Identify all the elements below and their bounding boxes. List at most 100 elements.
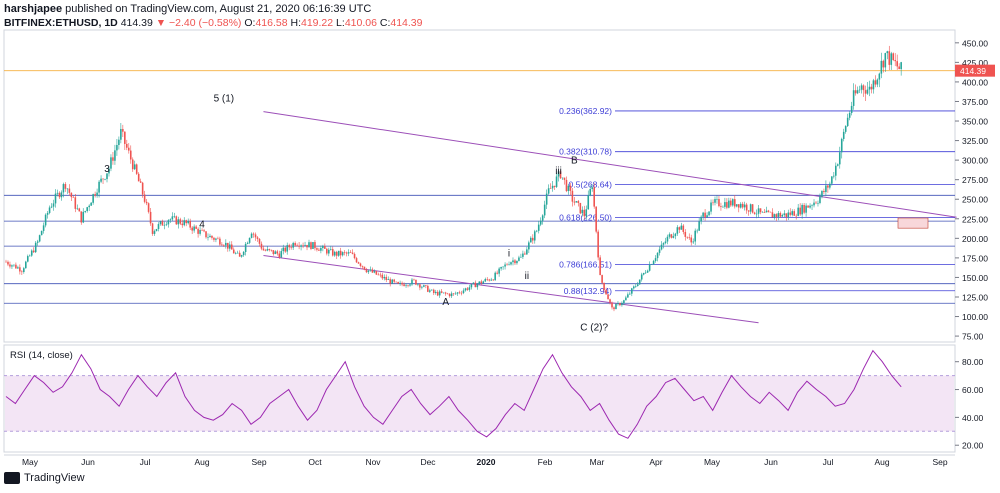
candle-body [835, 165, 837, 176]
candle-body [389, 279, 392, 284]
x-tick-label: Feb [538, 457, 553, 467]
candle-body [460, 292, 463, 294]
y-tick-label: 150.00 [962, 273, 988, 283]
x-tick-label: Apr [649, 457, 662, 467]
candle-body [373, 271, 376, 273]
candle-body [619, 303, 621, 306]
candle-body [86, 207, 88, 212]
candle-body [44, 214, 47, 226]
candle-body [884, 53, 887, 68]
candle-body [632, 286, 635, 289]
candle-body [547, 188, 550, 194]
high-value: 419.22 [301, 17, 334, 29]
rsi-pane [3, 344, 956, 453]
candle-body [472, 282, 475, 284]
candle-body [561, 177, 564, 179]
candle-body [684, 231, 687, 237]
candle-body [225, 242, 227, 246]
candle-body [480, 281, 483, 284]
candle-body [650, 264, 653, 266]
candle-body [549, 188, 552, 189]
candle-body [543, 204, 546, 216]
candle-body [167, 220, 170, 225]
candle-body [429, 290, 431, 292]
candle-body [490, 279, 493, 281]
candle-body [147, 203, 150, 212]
rsi-y-tick-label: 20.00 [962, 441, 984, 451]
candle-body [278, 253, 281, 258]
candle-body [539, 220, 542, 225]
x-tick-label: May [22, 457, 39, 467]
candle-body [361, 265, 364, 267]
candle-body [252, 233, 255, 235]
candle-body [640, 274, 643, 280]
candle-body [379, 274, 382, 276]
open-label: O: [244, 17, 256, 29]
candle-body [116, 145, 118, 151]
candle-body [213, 237, 215, 240]
candle-body [58, 192, 61, 198]
candle-body [236, 252, 239, 254]
candle-body [751, 204, 754, 213]
candle-body [601, 275, 603, 283]
candle-body [228, 244, 231, 249]
candle-body [38, 235, 41, 242]
candle-body [860, 85, 863, 90]
candle-body [840, 138, 843, 153]
candle-body [696, 230, 698, 232]
candle-body [179, 219, 182, 224]
candle-body [807, 205, 809, 208]
candle-body [355, 258, 358, 263]
candle-body [894, 60, 897, 62]
last-price-badge-label: 414.39 [960, 66, 986, 76]
fib-level-label: 0.618(226.50) [559, 213, 612, 223]
candle-body [286, 245, 289, 252]
candle-body [64, 184, 67, 189]
candle-body [11, 265, 13, 267]
candle-body [341, 252, 344, 256]
publisher-name[interactable]: harshjapee [4, 3, 63, 15]
candle-body [135, 164, 138, 174]
candle-body [30, 250, 33, 256]
candle-body [672, 236, 675, 238]
candle-body [383, 276, 386, 279]
candle-body [288, 245, 291, 248]
candle-body [108, 168, 110, 174]
candle-body [54, 193, 57, 204]
candle-body [486, 279, 489, 280]
candle-body [504, 264, 506, 267]
y-tick-label: 75.00 [962, 332, 984, 342]
candle-body [94, 194, 96, 196]
candle-body [819, 196, 821, 203]
candle-body [308, 242, 310, 248]
candle-body [391, 279, 393, 284]
candle-body [19, 267, 21, 272]
candle-body [694, 230, 696, 242]
candle-body [312, 242, 314, 249]
candle-body [223, 245, 225, 246]
wave-label: A [442, 297, 449, 308]
wave-label: 4 [199, 219, 205, 230]
candle-body [189, 221, 191, 228]
candle-body [345, 252, 348, 254]
candle-body [890, 53, 893, 65]
candle-body [741, 203, 744, 208]
candle-body [664, 241, 667, 244]
candle-body [365, 269, 368, 273]
candle-body [48, 207, 51, 213]
candle-body [310, 242, 312, 249]
candle-body [722, 206, 724, 208]
candle-body [535, 230, 538, 232]
candle-body [823, 190, 825, 193]
price-chart[interactable]: 75.00 100.00 125.00 150.00 175.00 200.00 225.0… [0, 0, 1000, 470]
candle-body [314, 242, 316, 249]
rsi-y-tick-label: 60.00 [962, 385, 984, 395]
candle-body [127, 147, 130, 151]
candle-body [326, 248, 328, 254]
candle-body [207, 237, 209, 238]
candle-body [805, 205, 807, 213]
candle-body [215, 238, 217, 240]
candle-body [52, 203, 55, 207]
candle-body [276, 251, 279, 254]
candle-body [510, 262, 512, 265]
